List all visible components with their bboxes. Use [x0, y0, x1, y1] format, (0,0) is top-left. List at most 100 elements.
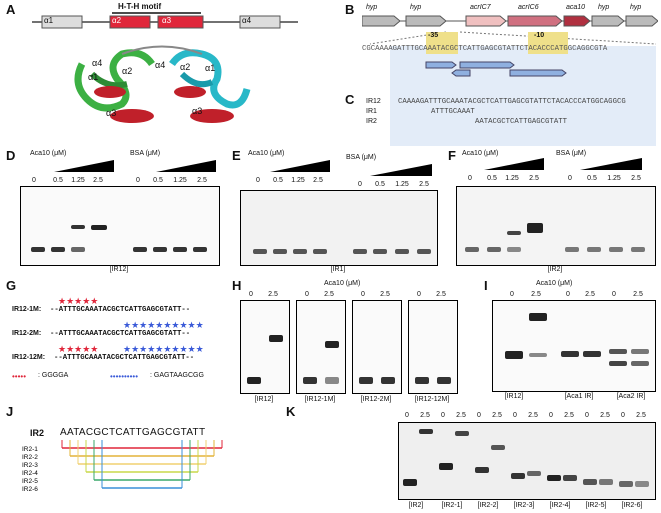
- k-caption-3: [IR2-2]: [477, 502, 499, 509]
- panel-label-e: E: [232, 148, 241, 163]
- panel-label-c: C: [345, 92, 355, 107]
- panel-label-i: I: [484, 278, 488, 293]
- d-conc-0a: 0: [32, 177, 36, 184]
- box-minus10: -10: [534, 32, 545, 39]
- k-caption-2: [IR2-1]: [441, 502, 463, 509]
- g-seq-1m: --ATTTGCAAATACGCTCATTGAGCGTATT--: [50, 306, 191, 314]
- e-conc-25a: 2.5: [313, 177, 323, 184]
- box-minus35: -35: [428, 32, 439, 39]
- panel-label-g: G: [6, 278, 17, 293]
- promoter-sequence: CGCAAAAGATTTGCAAATACGCTCATTGAGCGTATTCTAC…: [362, 45, 608, 53]
- f-conc-0a: 0: [468, 175, 472, 182]
- k-caption-4: [IR2-3]: [513, 502, 535, 509]
- g-legend-red-marker: •••••: [12, 372, 27, 381]
- struct-label-a4-right: α4: [155, 60, 166, 70]
- panel-label-a: A: [6, 2, 16, 17]
- f-conc-125a: 1.25: [505, 175, 519, 182]
- panel-label-d: D: [6, 148, 16, 163]
- e-bsa-label: BSA (μM): [346, 154, 377, 161]
- gene-acric7: acrIC7: [470, 4, 491, 11]
- k-conc-8: 2.5: [528, 412, 538, 419]
- gene-acric6: acrIC6: [518, 4, 539, 11]
- g-red-stars-1: ★★★★★: [58, 296, 99, 306]
- f-caption: [IR2]: [547, 266, 563, 273]
- f-aca10-wedge: [484, 158, 544, 170]
- h-conc-3-1: 0: [361, 291, 365, 298]
- f-conc-0b: 0: [568, 175, 572, 182]
- helix-domain-map: [32, 12, 298, 29]
- gene-aca10: aca10: [566, 4, 586, 11]
- h-conc-3-2: 2.5: [380, 291, 390, 298]
- helix-label-1: α1: [44, 16, 54, 25]
- gene-operon-map: [362, 15, 658, 27]
- seq-name-ir2: IR2: [366, 118, 377, 125]
- protein-structure-image: [74, 45, 251, 123]
- seq-ir2: AATACGCTCATTGAGCGTATT: [475, 118, 567, 126]
- k-conc-3: 0: [441, 412, 445, 419]
- panel-label-h: H: [232, 278, 242, 293]
- g-blue-stars-2: ★★★★★★★★★★: [123, 320, 204, 330]
- i-caption-aca2: [Aca2 IR]: [616, 393, 646, 400]
- d-bsa-label: BSA (μM): [130, 150, 161, 157]
- gel-h-4: [408, 300, 458, 394]
- i-conc-1: 0: [510, 291, 514, 298]
- k-conc-5: 0: [477, 412, 481, 419]
- panel-label-f: F: [448, 148, 456, 163]
- i-title: Aca10 (μM): [536, 280, 573, 287]
- struct-label-a1-right: α1: [205, 63, 216, 73]
- h-caption-2: [IR12-1M]: [304, 396, 336, 403]
- h-conc-4-1: 0: [417, 291, 421, 298]
- k-conc-12: 2.5: [600, 412, 610, 419]
- h-conc-4-2: 2.5: [436, 291, 446, 298]
- k-caption-6: [IR2-5]: [585, 502, 607, 509]
- seq-ir12: CAAAAGATTTGCAAATACGCTCATTGAGCGTATTCTACAC…: [398, 98, 626, 106]
- f-conc-05a: 0.5: [487, 175, 497, 182]
- e-conc-05a: 0.5: [273, 177, 283, 184]
- promoter-zoom-lines: [369, 31, 657, 146]
- i-conc-6: 2.5: [633, 291, 643, 298]
- g-name-2m: IR12-2M:: [12, 330, 42, 337]
- k-conc-6: 2.5: [492, 412, 502, 419]
- h-caption-3: [IR12-2M]: [360, 396, 392, 403]
- d-conc-25b: 2.5: [197, 177, 207, 184]
- gene-hyp-1: hyp: [366, 4, 378, 11]
- d-aca10-wedge: [54, 160, 114, 172]
- f-conc-25b: 2.5: [631, 175, 641, 182]
- d-conc-0b: 0: [136, 177, 140, 184]
- k-conc-13: 0: [621, 412, 625, 419]
- h-conc-2-1: 0: [305, 291, 309, 298]
- d-conc-25a: 2.5: [93, 177, 103, 184]
- g-name-12m: IR12-12M:: [12, 354, 46, 361]
- e-aca10-label: Aca10 (μM): [248, 150, 285, 157]
- seq-name-ir12: IR12: [366, 98, 381, 105]
- k-conc-14: 2.5: [636, 412, 646, 419]
- i-conc-3: 0: [566, 291, 570, 298]
- f-conc-125b: 1.25: [607, 175, 621, 182]
- gel-d: [20, 186, 220, 266]
- gel-i: [492, 300, 656, 392]
- panel-label-k: K: [286, 404, 296, 419]
- j-label-4: IR2-4: [22, 470, 38, 477]
- i-caption-ir12: [IR12]: [504, 393, 524, 400]
- j-sequence: AATACGCTCATTGAGCGTATT: [60, 427, 206, 438]
- helix-label-2: α2: [112, 16, 122, 25]
- seq-ir1: ATTTGCAAAT: [431, 108, 475, 116]
- hth-motif-title: H-T-H motif: [118, 2, 162, 11]
- i-conc-5: 0: [612, 291, 616, 298]
- gene-hyp-4: hyp: [630, 4, 642, 11]
- seq-name-ir1: IR1: [366, 108, 377, 115]
- k-caption-1: [IR2]: [408, 502, 424, 509]
- helix-label-3: α3: [162, 16, 172, 25]
- k-conc-7: 0: [513, 412, 517, 419]
- gel-k: [398, 422, 656, 500]
- panel-label-b: B: [345, 2, 355, 17]
- struct-label-a3-right: α3: [192, 106, 203, 116]
- gene-hyp-3: hyp: [598, 4, 610, 11]
- gel-h-2: [296, 300, 346, 394]
- g-legend-red: : GGGGA: [38, 372, 69, 379]
- e-conc-25b: 2.5: [419, 181, 429, 188]
- h-caption-1: [IR12]: [254, 396, 274, 403]
- g-legend-blue-marker: ••••••••••: [110, 372, 139, 381]
- h-conc-2-2: 2.5: [324, 291, 334, 298]
- f-aca10-label: Aca10 (μM): [462, 150, 499, 157]
